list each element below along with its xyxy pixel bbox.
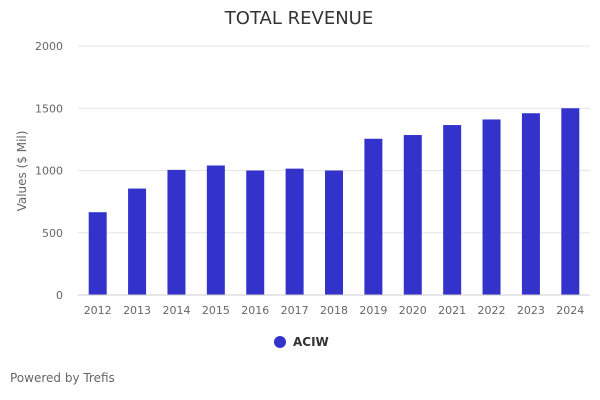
y-axis-ticks: 0 500 1000 1500 2000 [35, 40, 63, 302]
legend[interactable]: ACIW [274, 335, 329, 349]
legend-marker-aciw[interactable] [274, 336, 286, 348]
legend-label-aciw[interactable]: ACIW [293, 335, 329, 349]
bar-2019[interactable] [364, 138, 383, 295]
bars [88, 108, 580, 296]
x-tick-label: 2023 [517, 304, 545, 317]
x-tick-label: 2024 [556, 304, 584, 317]
bar-2013[interactable] [128, 188, 147, 295]
y-tick-label: 2000 [35, 40, 63, 53]
x-tick-label: 2020 [399, 304, 427, 317]
x-tick-label: 2022 [478, 304, 506, 317]
x-tick-label: 2012 [84, 304, 112, 317]
x-tick-label: 2015 [202, 304, 230, 317]
x-tick-label: 2013 [123, 304, 151, 317]
y-axis-label: Values ($ Mil) [15, 131, 29, 212]
bar-2023[interactable] [521, 113, 540, 295]
bar-2021[interactable] [443, 125, 462, 296]
bar-2024[interactable] [561, 108, 580, 295]
bar-2022[interactable] [482, 119, 501, 295]
x-tick-label: 2016 [241, 304, 269, 317]
bar-2016[interactable] [246, 170, 265, 296]
bar-2018[interactable] [325, 170, 343, 296]
bar-2012[interactable] [88, 212, 107, 295]
bar-2014[interactable] [167, 169, 186, 295]
y-tick-label: 1000 [35, 165, 63, 178]
powered-by-credit[interactable]: Powered by Trefis [10, 371, 115, 385]
bar-2015[interactable] [206, 165, 225, 295]
y-tick-label: 0 [56, 289, 63, 302]
chart-title: TOTAL REVENUE [224, 8, 373, 29]
x-axis-ticks: 2012 2013 2014 2015 2016 2017 2018 2019 2020 2021… [84, 304, 585, 317]
y-tick-label: 1500 [35, 102, 63, 115]
x-tick-label: 2018 [320, 304, 348, 317]
x-tick-label: 2017 [281, 304, 309, 317]
x-tick-label: 2021 [438, 304, 466, 317]
bar-2020[interactable] [403, 135, 422, 295]
bar-2017[interactable] [285, 168, 304, 295]
x-tick-label: 2019 [359, 304, 387, 317]
x-tick-label: 2014 [162, 304, 190, 317]
y-tick-label: 500 [42, 227, 63, 240]
